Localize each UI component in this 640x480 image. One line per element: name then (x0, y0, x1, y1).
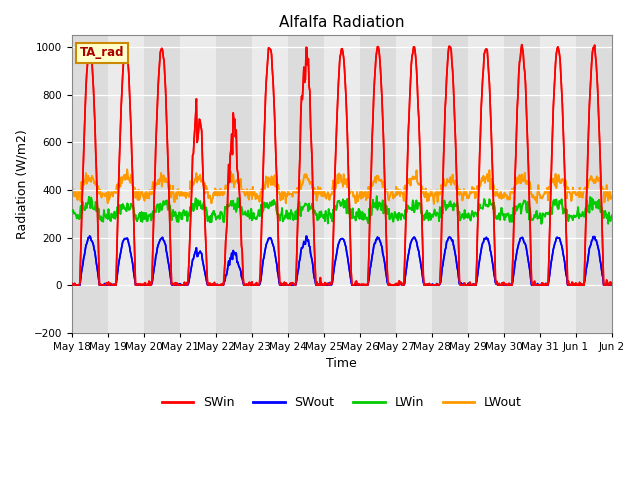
SWout (608, 281, 616, 287)
SWin (122, 41, 129, 47)
LWin (424, 213, 431, 219)
Line: LWout: LWout (72, 169, 612, 204)
SWout (68, 281, 76, 287)
SWout (86, 233, 93, 239)
SWin (218, 282, 226, 288)
SWout (134, 282, 142, 288)
SWout (218, 282, 226, 288)
LWout (124, 167, 131, 172)
Bar (540, 36, 576, 333)
Bar (288, 36, 324, 333)
X-axis label: Time: Time (326, 357, 357, 370)
Bar (432, 36, 468, 333)
LWout (218, 190, 225, 196)
SWin (409, 50, 417, 56)
SWout (78, 265, 86, 271)
LWin (538, 221, 545, 227)
LWout (424, 191, 431, 196)
SWout (69, 282, 77, 288)
SWin (78, 195, 86, 201)
SWin (608, 281, 616, 287)
Text: TA_rad: TA_rad (80, 46, 124, 59)
LWout (68, 191, 76, 196)
SWout (425, 281, 433, 287)
LWin (408, 207, 416, 213)
Legend: SWin, SWout, LWin, LWout: SWin, SWout, LWin, LWout (157, 391, 527, 414)
Y-axis label: Radiation (W/m2): Radiation (W/m2) (15, 129, 28, 239)
LWin (373, 193, 381, 199)
Bar (144, 36, 180, 333)
Bar (468, 36, 504, 333)
Bar (72, 36, 108, 333)
LWin (133, 218, 141, 224)
LWin (68, 208, 76, 214)
SWin (189, 151, 197, 156)
LWin (77, 204, 85, 210)
Bar (216, 36, 252, 333)
LWin (188, 206, 196, 212)
Line: SWin: SWin (72, 44, 612, 285)
SWin (68, 281, 76, 287)
LWout (430, 201, 438, 207)
Bar (360, 36, 396, 333)
Bar (504, 36, 540, 333)
SWout (409, 236, 417, 241)
SWin (425, 282, 433, 288)
Bar (180, 36, 216, 333)
Line: LWin: LWin (72, 196, 612, 224)
LWout (134, 197, 141, 203)
Title: Alfalfa Radiation: Alfalfa Radiation (279, 15, 404, 30)
LWin (608, 213, 616, 218)
LWout (608, 193, 616, 199)
SWin (134, 281, 142, 287)
Bar (252, 36, 288, 333)
Bar (324, 36, 360, 333)
LWout (408, 176, 416, 181)
Line: SWout: SWout (72, 236, 612, 285)
LWout (77, 179, 85, 185)
LWin (216, 209, 224, 215)
SWout (189, 256, 197, 262)
Bar (396, 36, 432, 333)
Bar (576, 36, 612, 333)
SWin (68, 282, 76, 288)
LWout (189, 182, 196, 188)
Bar (108, 36, 144, 333)
